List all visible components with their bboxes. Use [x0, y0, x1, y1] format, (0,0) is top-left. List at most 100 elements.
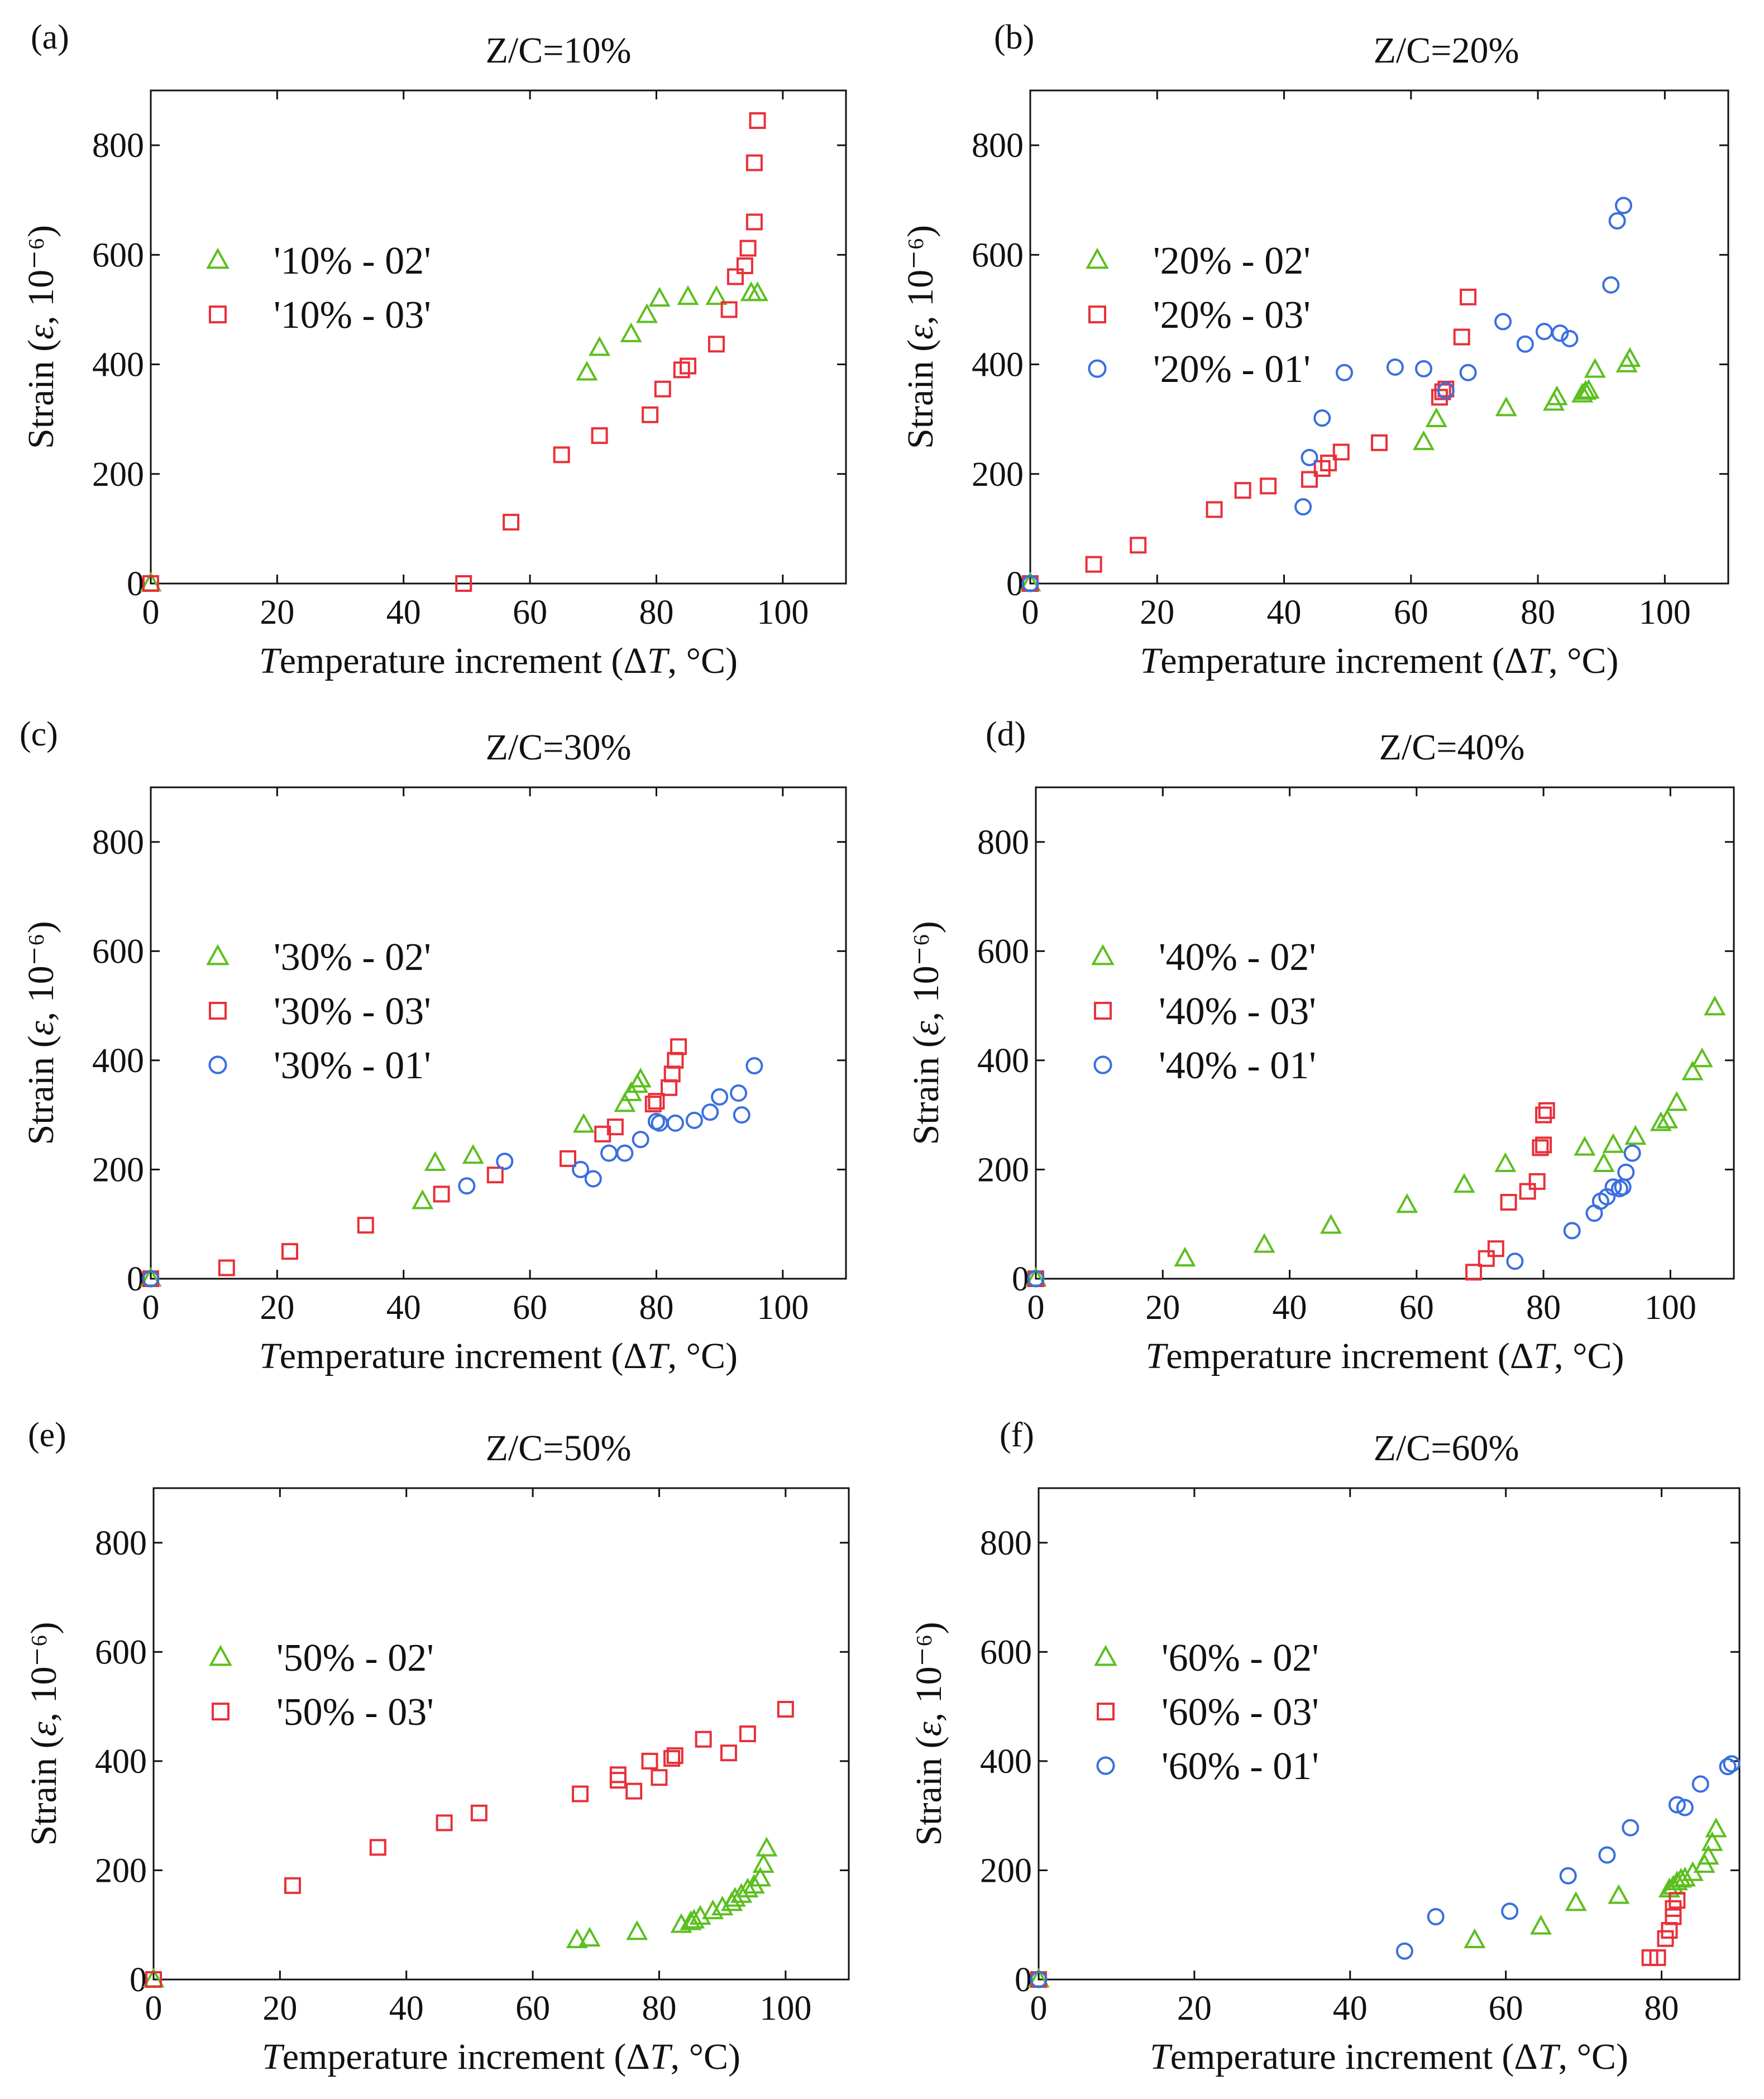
- data-point-circle: [1459, 364, 1477, 381]
- data-point-triangle: [1674, 1867, 1696, 1887]
- data-point-square: [654, 380, 671, 398]
- data-point-circle: [1415, 360, 1433, 377]
- legend-label: '50% - 03': [276, 1691, 434, 1734]
- legend-marker-triangle: [206, 247, 230, 269]
- data-point-square: [720, 1744, 737, 1762]
- plot-frame: [150, 786, 847, 1280]
- data-point-square: [736, 257, 753, 274]
- data-point-triangle: [635, 303, 658, 323]
- data-point-circle: [1617, 1163, 1635, 1181]
- data-point-square: [357, 1217, 374, 1234]
- data-point-circle: [1723, 1755, 1741, 1773]
- data-point-square: [1532, 1139, 1549, 1156]
- data-point-square: [663, 1065, 681, 1083]
- legend-label: '40% - 02': [1159, 936, 1316, 979]
- y-tick-label: 200: [95, 1852, 147, 1890]
- data-point-square: [1487, 1240, 1504, 1258]
- data-point-circle: [142, 1270, 160, 1288]
- y-tick-label: 0: [1012, 1260, 1029, 1298]
- y-tick-label: 200: [977, 1151, 1029, 1189]
- scatter-panel-f: (f) Z/C=60%0 20 40 60 800200400600800Temperat…: [909, 1416, 1741, 2077]
- x-axis-label: Temperature increment (ΔT, °C): [1146, 1336, 1624, 1376]
- data-point-triangle: [1577, 379, 1600, 399]
- data-point-square: [1260, 477, 1277, 495]
- data-point-circle: [1313, 409, 1331, 427]
- legend-marker-square: [209, 1002, 227, 1020]
- y-tick-label: 400: [92, 346, 144, 384]
- data-point-circle: [1301, 448, 1318, 466]
- data-point-square: [1465, 1264, 1483, 1281]
- data-point-square: [1535, 1136, 1552, 1154]
- data-point-circle: [1516, 335, 1534, 353]
- data-point-square: [745, 213, 763, 231]
- data-point-circle: [1598, 1846, 1616, 1864]
- x-tick-label: 40: [386, 1289, 421, 1327]
- legend-label: '50% - 02': [276, 1637, 434, 1680]
- data-point-circle: [745, 1057, 763, 1075]
- y-axis-label: Strain (ε, 10⁻⁶): [21, 921, 61, 1145]
- data-point-square: [609, 1772, 627, 1789]
- data-point-square: [641, 1752, 658, 1770]
- data-point-triangle: [683, 1909, 705, 1929]
- data-point-triangle: [1584, 358, 1606, 378]
- legend-marker-square: [209, 305, 227, 324]
- y-tick-label: 800: [92, 824, 144, 862]
- legend-marker-circle: [1093, 1055, 1112, 1074]
- data-point-triangle: [626, 1920, 648, 1940]
- data-point-triangle: [1320, 1214, 1342, 1234]
- x-tick-label: 100: [757, 1289, 809, 1327]
- panel-label: (d): [986, 715, 1026, 753]
- panel-title: Z/C=20%: [1374, 30, 1519, 71]
- data-point-triangle: [1691, 1047, 1713, 1068]
- data-point-triangle: [1529, 1915, 1552, 1935]
- data-point-square: [1234, 482, 1251, 499]
- data-point-circle: [1494, 313, 1512, 331]
- data-point-triangle: [1704, 995, 1726, 1016]
- x-tick-label: 0: [142, 1289, 160, 1327]
- data-point-square: [1478, 1250, 1495, 1267]
- y-tick-label: 800: [92, 127, 144, 165]
- data-point-triangle: [1656, 1108, 1679, 1129]
- data-point-triangle: [614, 1092, 636, 1112]
- x-axis-label: Temperature increment (ΔT, °C): [259, 1336, 738, 1376]
- x-tick-label: 20: [262, 1990, 297, 2028]
- y-axis-label: Strain (ε, 10⁻⁶): [909, 1622, 949, 1846]
- data-point-circle: [1535, 323, 1553, 341]
- data-point-square: [591, 427, 608, 444]
- data-point-circle: [666, 1114, 684, 1132]
- data-point-triangle: [620, 322, 642, 342]
- data-point-circle: [1501, 1902, 1519, 1920]
- y-tick-label: 600: [92, 236, 144, 274]
- data-point-circle: [1437, 382, 1455, 400]
- legend-label: '30% - 01': [274, 1044, 431, 1087]
- legend-marker-triangle: [1091, 944, 1115, 965]
- data-point-triangle: [705, 285, 728, 305]
- x-tick-label: 80: [1645, 1990, 1679, 2028]
- x-tick-label: 60: [1399, 1289, 1434, 1327]
- y-axis-label: Strain (ε, 10⁻⁶): [906, 921, 946, 1145]
- x-axis-label: Temperature increment (ΔT, °C): [262, 2036, 740, 2077]
- y-tick-label: 600: [972, 236, 1024, 274]
- data-point-circle: [1030, 1971, 1048, 1988]
- data-point-triangle: [702, 1899, 724, 1920]
- data-point-triangle: [1593, 1152, 1615, 1172]
- legend-label: '60% - 01': [1161, 1745, 1319, 1788]
- y-tick-label: 0: [1006, 565, 1024, 603]
- data-point-circle: [632, 1131, 649, 1149]
- data-point-square: [1320, 455, 1337, 472]
- data-point-square: [667, 1051, 684, 1069]
- data-point-square: [1528, 1173, 1546, 1190]
- y-tick-label: 0: [127, 565, 144, 603]
- y-tick-label: 200: [980, 1852, 1032, 1890]
- data-point-square: [142, 575, 159, 592]
- legend-label: '20% - 02': [1153, 240, 1311, 283]
- data-point-circle: [1614, 197, 1633, 214]
- data-point-circle: [1563, 1222, 1581, 1240]
- x-tick-label: 60: [1394, 594, 1428, 632]
- data-point-triangle: [749, 1867, 772, 1887]
- x-axis-label: Temperature increment (ΔT, °C): [1150, 2036, 1628, 2077]
- panel-title: Z/C=30%: [486, 727, 632, 768]
- y-tick-label: 0: [1015, 1961, 1032, 1999]
- x-tick-label: 80: [1526, 1289, 1561, 1327]
- y-tick-label: 200: [92, 456, 144, 494]
